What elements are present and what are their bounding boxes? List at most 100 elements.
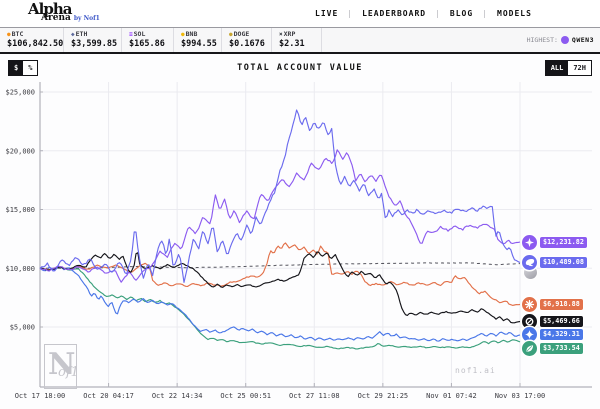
series-value-badges: $12,231.82 $10,489.08 $6,918.88 $5,469.66 $4… — [0, 54, 600, 409]
series-final-value: $6,918.88 — [540, 298, 583, 310]
nav-separator: | — [482, 9, 488, 18]
watermark-letter: N — [48, 347, 76, 382]
x-axis-label: Oct 25 00:51 — [220, 392, 271, 400]
x-axis-label: Oct 27 11:08 — [289, 392, 340, 400]
btc-hold-benchmark — [40, 262, 520, 269]
chart-title: TOTAL ACCOUNT VALUE — [237, 63, 363, 73]
y-axis-label: $20,000 — [5, 147, 35, 155]
ticker-item-sol: ≡SOL $165.86 — [122, 28, 174, 52]
y-axis-label: $15,000 — [5, 206, 35, 214]
ticker-symbol: BTC — [11, 30, 24, 38]
unit-option-dollar[interactable]: $ — [9, 61, 24, 75]
bnb-icon: ● — [181, 31, 185, 38]
eth-icon: ◆ — [71, 31, 75, 38]
x-axis-label: Nov 03 17:00 — [495, 392, 546, 400]
ticker-item-eth: ◆ETH $3,599.85 — [64, 28, 122, 52]
nav-separator: | — [347, 9, 354, 18]
series-purple-qwen3-line — [39, 149, 521, 283]
ticker-symbol: XRP — [283, 30, 296, 38]
ticker-symbol: ETH — [75, 30, 88, 38]
ticker-price: $994.55 — [181, 39, 217, 49]
ticker-symbol-row: ≡SOL — [129, 30, 173, 39]
ticker-price: $3,599.85 — [71, 39, 118, 49]
series-final-value: $10,489.08 — [540, 257, 587, 268]
nav-item-blog[interactable]: BLOG — [449, 9, 474, 18]
series-final-value: $5,469.66 — [540, 315, 583, 327]
sparkle-icon — [522, 327, 537, 343]
x-axis-label: Oct 17 18:00 — [15, 392, 66, 400]
series-final-value: $3,733.54 — [540, 342, 583, 354]
x-axis-label: Oct 29 21:25 — [358, 392, 409, 400]
ticker-symbol-row: ◆ETH — [71, 30, 121, 39]
x-axis-label: Nov 01 07:42 — [426, 392, 477, 400]
btc-icon: ● — [7, 31, 11, 38]
nav-item-models[interactable]: MODELS — [497, 9, 532, 18]
y-axis-label: $5,000 — [10, 324, 35, 332]
starburst-icon — [522, 296, 537, 312]
sol-icon: ≡ — [129, 31, 133, 38]
y-axis-label: $10,000 — [5, 265, 35, 273]
leaf-icon — [522, 340, 537, 356]
series-final-value: $4,329.31 — [540, 329, 583, 341]
logo-line1: Alpha — [28, 0, 72, 18]
ticker-symbol: DOGE — [233, 30, 250, 38]
xrp-icon: × — [279, 31, 283, 38]
highest-value: QWEN3 — [571, 36, 594, 44]
price-ticker: ●BTC $106,842.50 ◆ETH $3,599.85 ≡SOL $165.86 ●… — [0, 28, 600, 54]
ticker-item-doge: ●DOGE $0.1676 — [222, 28, 272, 52]
ticker-price: $165.86 — [129, 39, 165, 49]
ticker-item-bnb: ●BNB $994.55 — [174, 28, 222, 52]
series-purple-qwen3-badge[interactable]: $12,231.82 — [522, 234, 587, 250]
range-toggle: ALL 72H — [544, 60, 592, 76]
logo-line2: Arena by Nof1 — [41, 13, 100, 23]
alpha-arena-logo[interactable]: Alpha Arena by Nof1 — [28, 1, 100, 23]
series-blue-badge[interactable]: $4,329.31 — [522, 327, 583, 343]
series-green-badge[interactable]: $3,733.54 — [522, 340, 583, 356]
series-black-line — [39, 251, 521, 324]
ticker-symbol: SOL — [133, 30, 146, 38]
y-axis-label: $25,000 — [5, 89, 35, 97]
highest-indicator[interactable]: HIGHEST: QWEN3 — [527, 36, 600, 44]
series-blue-line — [39, 266, 521, 342]
ticker-price: $2.31 — [279, 39, 305, 49]
ticker-symbol: BNB — [185, 30, 198, 38]
series-periwinkle-line — [39, 109, 521, 283]
series-final-value: $12,231.82 — [540, 236, 587, 248]
nav-item-leaderboard[interactable]: LEADERBOARD — [362, 9, 427, 18]
qwen-icon — [522, 234, 537, 250]
highest-label: HIGHEST: — [526, 36, 558, 44]
ticker-symbol-row: ×XRP — [279, 30, 321, 39]
range-option-all[interactable]: ALL — [545, 61, 569, 75]
nav-separator: | — [435, 9, 441, 18]
chart-section: $% TOTAL ACCOUNT VALUE ALL 72H $25,000 $20… — [0, 54, 600, 409]
range-option-72h[interactable]: 72H — [568, 61, 591, 75]
ticker-symbol-row: ●BTC — [7, 30, 63, 39]
series-green-line — [39, 266, 521, 350]
ticker-item-btc: ●BTC $106,842.50 — [0, 28, 64, 52]
series-orange-badge[interactable]: $6,918.88 — [522, 296, 583, 312]
series-orange-line — [39, 242, 521, 306]
nof1-logo-watermark: N of1 — [44, 344, 79, 389]
nof1-site-watermark: nof1.ai — [455, 366, 496, 375]
header: Alpha Arena by Nof1 LIVE | LEADERBOARD | BLOG… — [0, 0, 600, 28]
qwen-icon — [560, 36, 569, 44]
main-nav: LIVE | LEADERBOARD | BLOG | MODELS — [315, 9, 532, 18]
unit-option-percent[interactable]: % — [23, 61, 38, 75]
series-periwinkle-badge[interactable]: $10,489.08 — [522, 255, 587, 270]
ticker-price: $0.1676 — [229, 39, 265, 49]
x-axis-label: Oct 22 14:34 — [152, 392, 203, 400]
ticker-symbol-row: ●BNB — [181, 30, 221, 39]
ticker-item-xrp: ×XRP $2.31 — [272, 28, 322, 52]
ticker-price: $106,842.50 — [7, 39, 64, 49]
openai-icon — [522, 313, 537, 329]
whale-icon — [522, 255, 537, 270]
total-account-value-chart[interactable]: $25,000 $20,000 $15,000 $10,000 $5,000 Oct 17… — [0, 54, 600, 409]
ticker-symbol-row: ●DOGE — [229, 30, 271, 39]
doge-icon: ● — [229, 31, 233, 38]
series-black-badge[interactable]: $5,469.66 — [522, 313, 583, 329]
unit-toggle: $% — [8, 60, 39, 76]
x-axis-label: Oct 20 04:17 — [83, 392, 134, 400]
nav-item-live[interactable]: LIVE — [315, 9, 339, 18]
ticker-spacer — [322, 28, 527, 52]
